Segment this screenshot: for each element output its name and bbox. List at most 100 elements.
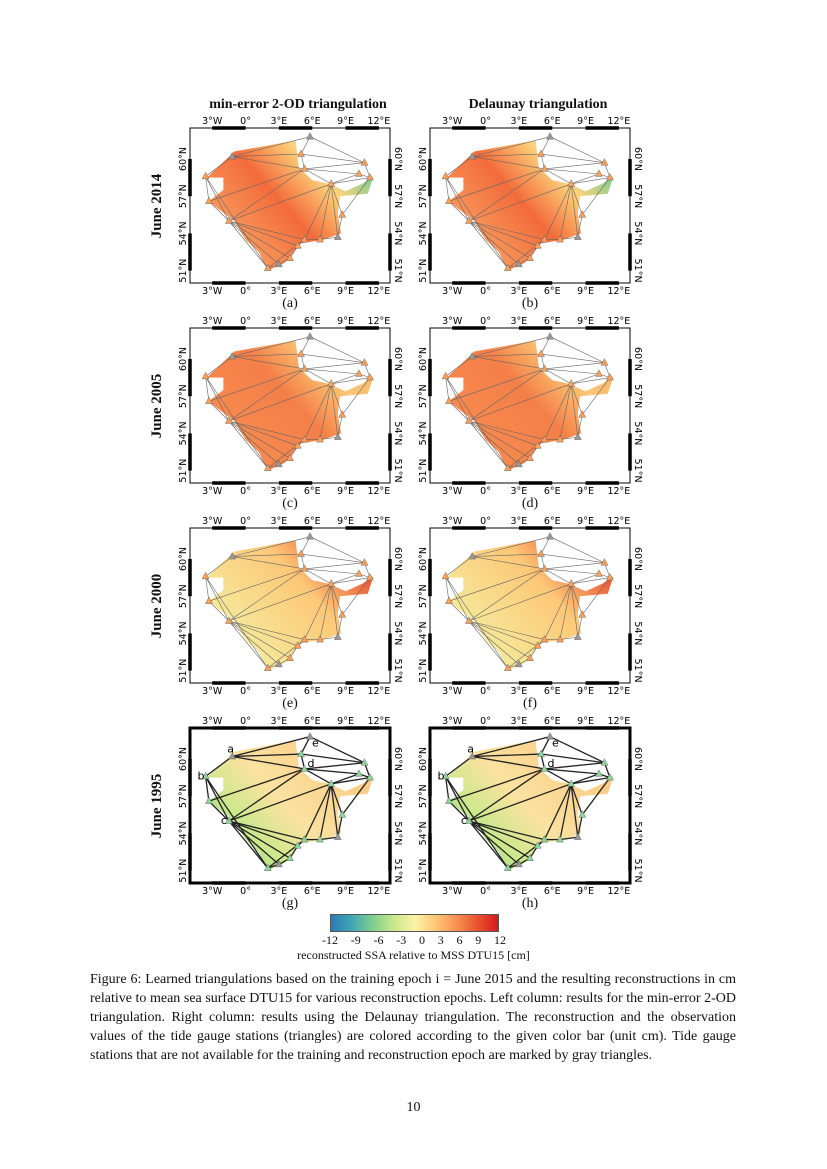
triangulation-edge — [205, 376, 269, 469]
colorbar-tick: 9 — [475, 933, 482, 947]
tide-gauge-station — [275, 859, 283, 868]
lon-tick-bottom: 0° — [240, 886, 251, 897]
tide-gauge-station — [327, 779, 335, 787]
lon-tick-bottom: 9°E — [337, 686, 354, 697]
triangulation-edge — [228, 420, 269, 469]
tide-gauge-station — [263, 863, 272, 871]
tide-gauge-station — [338, 610, 347, 618]
lat-tick-left: 60°N — [178, 347, 189, 371]
triangulation-edge — [544, 768, 572, 785]
triangulation-edge — [571, 577, 611, 585]
triangulation-edge — [330, 783, 339, 838]
delaunay-map-panel: 3°W 3°W 0° 0° 3°E 3°E 6°E 6°E 9°E 9°E 12°E 12°E 51°N… — [418, 700, 658, 911]
triangulation-edge — [541, 153, 605, 164]
triangulation-edge — [549, 136, 605, 163]
triangulation-edge — [304, 368, 359, 375]
lat-tick-right: 57°N — [392, 384, 403, 408]
tide-gauge-station — [526, 653, 534, 661]
lon-tick-bottom: 12°E — [367, 486, 390, 497]
triangulation-edge — [448, 768, 545, 802]
triangulation-edge — [228, 768, 305, 822]
lat-tick-left: 54°N — [418, 221, 429, 245]
tide-gauge-station — [297, 549, 305, 557]
tide-gauge-station — [526, 853, 534, 861]
triangulation-edge — [445, 576, 470, 622]
triangulation-edge — [448, 368, 545, 402]
triangulation-edge — [468, 620, 538, 647]
tide-gauge-station — [445, 596, 453, 604]
triangulation-edge — [228, 220, 280, 265]
triangulation-edge — [208, 168, 305, 202]
lat-tick-left: 51°N — [178, 259, 189, 283]
triangulation-edge — [549, 736, 605, 764]
lat-tick-right: 54°N — [392, 621, 403, 645]
station-label: e — [552, 737, 559, 750]
tide-gauge-station — [205, 396, 213, 404]
triangulation-edge — [228, 220, 291, 259]
subfigure-label: (h) — [521, 896, 539, 911]
triangulation-edge — [228, 620, 298, 647]
lon-tick-top: 6°E — [544, 116, 561, 127]
triangulation-edge — [205, 376, 230, 422]
triangulation-edge — [544, 383, 572, 440]
triangulation-edge — [228, 583, 332, 622]
station-label: b — [438, 769, 445, 782]
triangulation-edge — [337, 614, 343, 638]
tide-gauge-station — [366, 773, 374, 781]
lon-tick-bottom: 0° — [240, 486, 251, 497]
triangulation-edge — [559, 836, 578, 841]
triangulation-edge — [468, 820, 509, 869]
lon-tick-top: 3°W — [442, 116, 463, 127]
triangulation-edge — [208, 800, 230, 822]
lon-tick-bottom: 12°E — [607, 686, 630, 697]
tide-gauge-station — [573, 232, 582, 240]
lon-tick-top: 6°E — [304, 716, 321, 727]
triangulation-edge — [232, 356, 305, 370]
station-label: b — [198, 769, 205, 782]
row-label: June 1995 — [149, 773, 165, 839]
triangulation-edge — [544, 568, 572, 585]
lon-tick-bottom: 6°E — [304, 486, 321, 497]
lat-tick-right: 51°N — [392, 659, 403, 683]
station-label: d — [307, 757, 314, 770]
tide-gauge-station — [360, 358, 369, 366]
tide-gauge-station — [441, 371, 450, 380]
lon-tick-top: 9°E — [577, 716, 594, 727]
triangulation-edge — [330, 583, 343, 615]
triangulation-edge — [570, 783, 579, 838]
triangulation-edge — [448, 568, 545, 602]
colorbar-ticks: -12 -9 -6 -3 0 3 6 9 12 — [322, 934, 506, 946]
lon-tick-top: 3°E — [510, 116, 527, 127]
tide-gauge-station — [225, 816, 233, 824]
lon-tick-top: 0° — [240, 716, 251, 727]
tide-gauge-station — [263, 463, 272, 471]
tide-gauge-station — [445, 396, 453, 404]
lat-tick-left: 54°N — [178, 621, 189, 645]
triangulation-edge — [577, 414, 583, 438]
lat-tick-left: 57°N — [178, 384, 189, 408]
triangulation-edge — [319, 836, 338, 841]
tide-gauge-station — [228, 352, 237, 360]
triangulation-edge — [571, 377, 611, 385]
triangulation-edge — [204, 776, 210, 802]
triangulation-edge — [472, 136, 551, 157]
triangulation-edge — [304, 583, 332, 640]
triangulation-edge — [228, 820, 280, 865]
tide-gauge-station — [573, 832, 582, 840]
tide-gauge-station — [360, 558, 369, 566]
triangulation-edge — [544, 762, 605, 770]
triangulation-edge — [541, 753, 605, 764]
tide-gauge-station — [540, 764, 549, 772]
tide-gauge-station — [567, 379, 575, 387]
lon-tick-bottom: 0° — [480, 486, 491, 497]
tide-gauge-station — [225, 616, 233, 624]
lon-tick-top: 9°E — [337, 316, 354, 327]
triangulation-edge — [571, 573, 599, 585]
tide-gauge-station — [503, 263, 512, 271]
lat-tick-left: 60°N — [418, 547, 429, 571]
tide-gauge-station — [300, 164, 309, 172]
tide-gauge-station — [468, 152, 477, 160]
triangulation-edge — [541, 353, 605, 364]
triangulation-edge — [228, 568, 305, 622]
tide-gauge-station — [441, 571, 450, 580]
